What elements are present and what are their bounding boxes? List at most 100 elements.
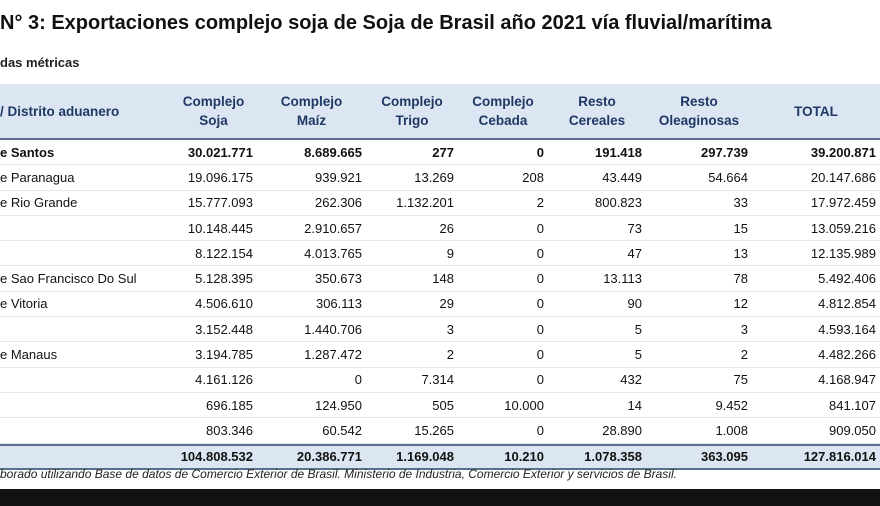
cell: 4.161.126: [195, 372, 253, 388]
cell: 13: [733, 245, 748, 261]
cell: 13.059.216: [810, 220, 876, 236]
table-row: e Manaus 3.194.785 1.287.472 2 0 5 2 4.482.266: [0, 342, 880, 368]
table-row: e Santos 30.021.771 8.689.665 277 0 191.418 29…: [0, 140, 880, 166]
column-header: Resto Oleaginosas: [658, 94, 740, 128]
cell: 0: [354, 372, 362, 388]
cell: 3.152.448: [195, 321, 253, 337]
column-header: TOTAL: [794, 103, 838, 119]
column-header: Complejo Maíz: [280, 94, 343, 128]
cell: 0: [536, 321, 544, 337]
total-cell: 1.169.048: [396, 449, 454, 465]
cell: 13.269: [414, 169, 454, 185]
table-row: 4.161.126 0 7.314 0 432 75 4.168.947: [0, 368, 880, 393]
cell: 1.287.472: [304, 347, 362, 363]
cell: 4.812.854: [818, 296, 876, 312]
table-row: e Paranagua 19.096.175 939.921 13.269 208 43.…: [0, 165, 880, 191]
cell: 3: [446, 321, 454, 337]
row-label: e Manaus: [0, 347, 58, 363]
cell: 90: [627, 296, 642, 312]
source-note: borado utilizando Base de datos de Comer…: [0, 467, 677, 481]
cell: 5: [634, 347, 642, 363]
cell: 75: [733, 372, 748, 388]
cell: 43.449: [602, 169, 642, 185]
cell: 696.185: [206, 397, 253, 413]
table-row: 10.148.445 2.910.657 26 0 73 15 13.059.216: [0, 216, 880, 242]
row-label: e Sao Francisco Do Sul: [0, 271, 137, 287]
bottom-bar: [0, 489, 880, 506]
cell: 3.194.785: [195, 347, 253, 363]
cell: 3: [740, 321, 748, 337]
cell: 1.132.201: [396, 195, 454, 211]
cell: 2: [536, 195, 544, 211]
cell: 78: [733, 271, 748, 287]
cell: 4.482.266: [818, 347, 876, 363]
cell: 54.664: [708, 169, 748, 185]
table-row: 696.185 124.950 505 10.000 14 9.452 841.107: [0, 393, 880, 419]
cell: 909.050: [829, 422, 876, 438]
cell: 0: [536, 372, 544, 388]
cell: 432: [620, 372, 642, 388]
row-label: e Santos: [0, 144, 55, 160]
cell: 5.128.395: [195, 271, 253, 287]
cell: 0: [536, 144, 544, 160]
column-header: Resto Cereales: [568, 94, 626, 128]
cell: 19.096.175: [187, 169, 253, 185]
cell: 28.890: [602, 422, 642, 438]
cell: 800.823: [595, 195, 642, 211]
cell: 350.673: [315, 271, 362, 287]
cell: 39.200.871: [810, 144, 876, 160]
cell: 9: [446, 245, 454, 261]
cell: 33: [733, 195, 748, 211]
row-label: e Vitoria: [0, 296, 48, 312]
cell: 2.910.657: [304, 220, 362, 236]
cell: 8.122.154: [195, 245, 253, 261]
table: / Distrito aduanero Complejo Soja Complejo…: [0, 84, 880, 470]
row-label: e Rio Grande: [0, 195, 78, 211]
cell: 4.168.947: [818, 372, 876, 388]
cell: 26: [439, 220, 454, 236]
cell: 124.950: [315, 397, 362, 413]
table-row: e Vitoria 4.506.610 306.113 29 0 90 12 4.812.85…: [0, 292, 880, 318]
total-cell: 127.816.014: [803, 449, 876, 465]
cell: 73: [627, 220, 642, 236]
cell: 14: [627, 397, 642, 413]
column-header: / Distrito aduanero: [0, 103, 120, 119]
total-cell: 104.808.532: [180, 449, 253, 465]
table-row: e Rio Grande 15.777.093 262.306 1.132.201 2 8…: [0, 191, 880, 216]
cell: 10.000: [504, 397, 544, 413]
cell: 2: [740, 347, 748, 363]
cell: 297.739: [701, 144, 748, 160]
cell: 262.306: [315, 195, 362, 211]
total-cell: 363.095: [701, 449, 748, 465]
cell: 148: [432, 271, 454, 287]
cell: 8.689.665: [304, 144, 362, 160]
cell: 0: [536, 271, 544, 287]
table-row: e Sao Francisco Do Sul 5.128.395 350.673 14…: [0, 266, 880, 292]
cell: 4.593.164: [818, 321, 876, 337]
cell: 4.506.610: [195, 296, 253, 312]
cell: 191.418: [595, 144, 642, 160]
cell: 12: [733, 296, 748, 312]
cell: 306.113: [315, 296, 362, 312]
cell: 60.542: [322, 422, 362, 438]
subtitle: das métricas: [0, 55, 80, 70]
cell: 15: [733, 220, 748, 236]
total-cell: 1.078.358: [584, 449, 642, 465]
cell: 208: [522, 169, 544, 185]
title: N° 3: Exportaciones complejo soja de Soj…: [0, 12, 772, 34]
cell: 4.013.765: [304, 245, 362, 261]
table-row: 803.346 60.542 15.265 0 28.890 1.008 909.050: [0, 418, 880, 444]
cell: 841.107: [829, 397, 876, 413]
table-row: 8.122.154 4.013.765 9 0 47 13 12.135.989: [0, 241, 880, 267]
table-row: 3.152.448 1.440.706 3 0 5 3 4.593.164: [0, 317, 880, 343]
cell: 47: [627, 245, 642, 261]
cell: 30.021.771: [187, 144, 253, 160]
cell: 5.492.406: [818, 271, 876, 287]
cell: 5: [634, 321, 642, 337]
cell: 15.777.093: [187, 195, 253, 211]
cell: 803.346: [206, 422, 253, 438]
cell: 939.921: [315, 169, 362, 185]
cell: 10.148.445: [187, 220, 253, 236]
cell: 505: [432, 397, 454, 413]
